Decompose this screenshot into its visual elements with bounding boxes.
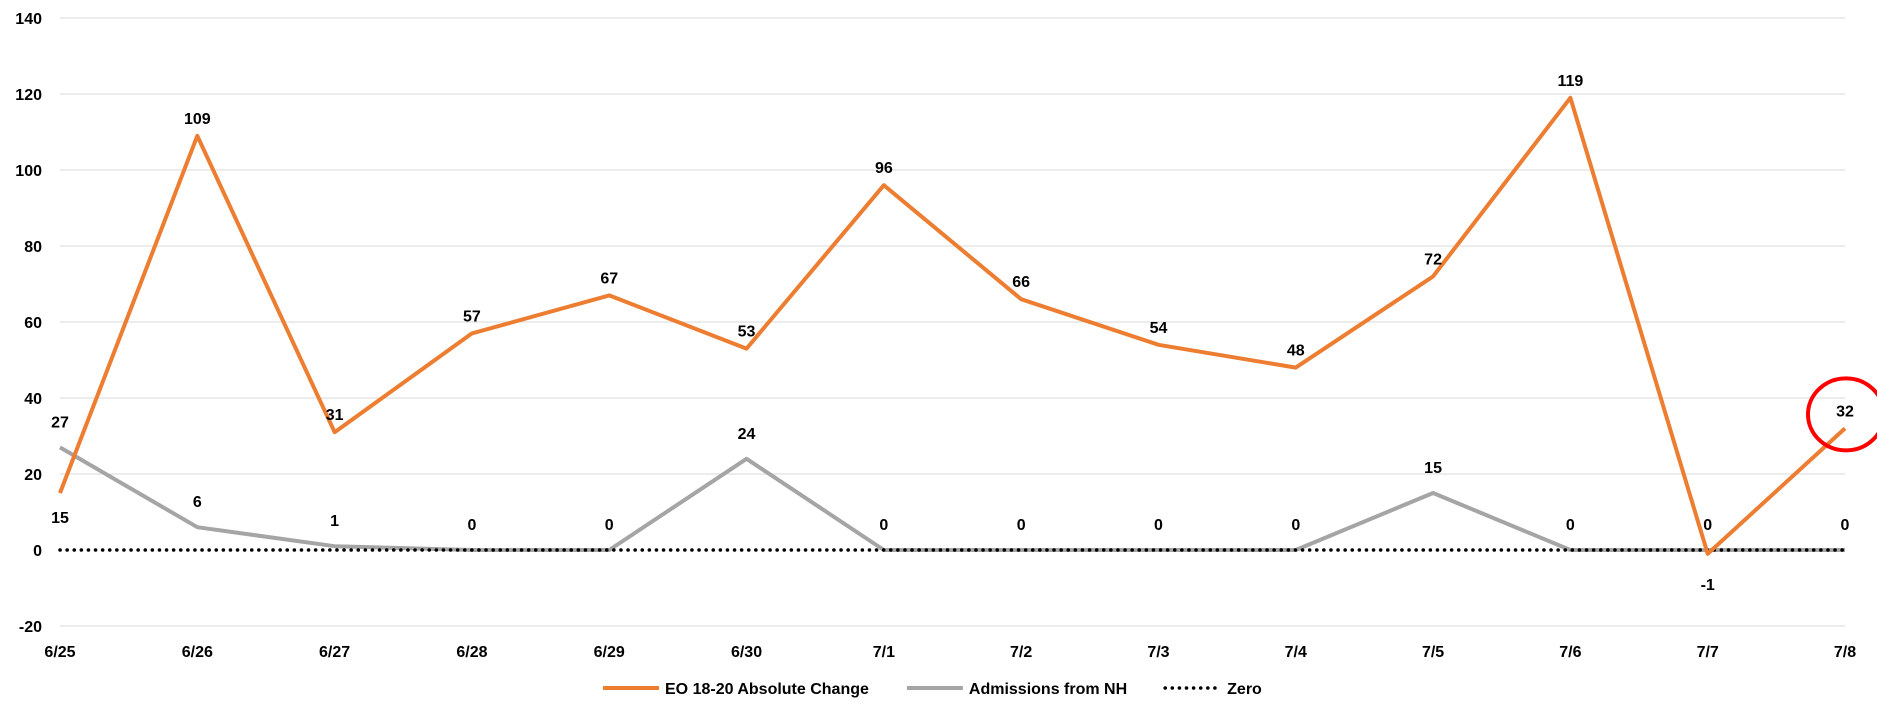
legend-label: Zero (1227, 681, 1262, 698)
y-tick-label: 100 (15, 163, 42, 180)
series-line-admissions-from-nh (58, 445, 1845, 552)
x-tick-label: 6/30 (731, 644, 762, 661)
series-line-eo-18-20-absolute-change (58, 95, 1847, 556)
data-label-nh: 0 (879, 517, 888, 534)
data-label-eo: -1 (1701, 577, 1715, 594)
x-tick-label: 6/27 (319, 644, 350, 661)
y-tick-label: 140 (15, 11, 42, 28)
x-tick-label: 7/7 (1697, 644, 1719, 661)
data-label-nh: 0 (1017, 517, 1026, 534)
x-tick-label: 7/4 (1285, 644, 1307, 661)
data-label-eo: 119 (1557, 73, 1583, 90)
legend-label: EO 18-20 Absolute Change (665, 681, 869, 698)
data-label-nh: 15 (1424, 460, 1442, 477)
x-tick-label: 7/6 (1559, 644, 1581, 661)
data-labels: 15 109 31 57 67 53 96 66 54 48 72 119 -1 32 27 6 1 0 0 24 0 0… (51, 73, 1854, 594)
data-label-nh: 0 (1566, 517, 1575, 534)
data-label-eo: 57 (463, 308, 481, 325)
x-tick-label: 7/5 (1422, 644, 1444, 661)
data-label-nh: 0 (1703, 517, 1712, 534)
data-label-nh: 6 (193, 494, 202, 511)
gridlines (60, 17, 1845, 627)
data-label-eo: 72 (1424, 251, 1442, 268)
series-lines (58, 95, 1847, 556)
y-tick-label: 60 (24, 315, 42, 332)
data-label-nh: 0 (467, 517, 476, 534)
data-label-nh: 1 (330, 513, 339, 530)
data-label-nh: 0 (1291, 517, 1300, 534)
data-label-eo: 31 (326, 407, 344, 424)
x-tick-label: 6/28 (456, 644, 487, 661)
data-label-eo: 15 (51, 510, 69, 527)
data-label-nh: 0 (1841, 517, 1850, 534)
y-tick-label: 120 (15, 87, 42, 104)
data-label-eo: 67 (600, 270, 618, 287)
y-tick-label: 20 (24, 467, 42, 484)
y-tick-label: 40 (24, 391, 42, 408)
y-axis-ticks: -20 0 20 40 60 80 100 120 140 (15, 11, 42, 636)
data-label-eo: 54 (1150, 320, 1168, 337)
y-tick-label: -20 (19, 619, 42, 636)
data-label-eo: 32 (1836, 403, 1854, 420)
x-tick-label: 7/3 (1147, 644, 1169, 661)
highlight-circle (1806, 376, 1877, 453)
legend: EO 18-20 Absolute Change Admissions from … (603, 681, 1262, 698)
data-label-nh: 24 (738, 426, 756, 443)
data-label-eo: 109 (184, 111, 211, 128)
data-label-eo: 48 (1287, 343, 1305, 360)
x-tick-label: 7/8 (1834, 644, 1856, 661)
x-tick-label: 6/29 (594, 644, 625, 661)
y-tick-label: 80 (24, 239, 42, 256)
data-label-nh: 0 (605, 517, 614, 534)
x-axis-ticks: 6/25 6/26 6/27 6/28 6/29 6/30 7/1 7/2 7/3 7/4 7/5 7… (44, 644, 1856, 661)
x-tick-label: 7/1 (873, 644, 895, 661)
x-tick-label: 7/2 (1010, 644, 1032, 661)
data-label-eo: 53 (738, 324, 756, 341)
legend-label: Admissions from NH (969, 681, 1127, 698)
data-label-eo: 96 (875, 160, 893, 177)
data-label-eo: 66 (1012, 274, 1030, 291)
y-tick-label: 0 (33, 543, 42, 560)
x-tick-label: 6/25 (44, 644, 75, 661)
data-label-nh: 27 (51, 414, 69, 431)
data-label-nh: 0 (1154, 517, 1163, 534)
annotations (1806, 376, 1877, 453)
x-tick-label: 6/26 (182, 644, 213, 661)
